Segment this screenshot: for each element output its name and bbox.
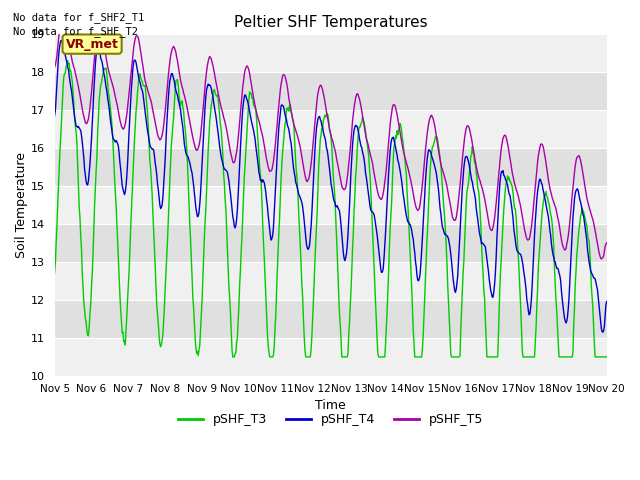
pSHF_T3	[603, 354, 611, 360]
pSHF_T4	[599, 329, 607, 335]
Line: pSHF_T5: pSHF_T5	[54, 15, 607, 259]
Title: Peltier SHF Temperatures: Peltier SHF Temperatures	[234, 15, 428, 30]
Text: VR_met: VR_met	[66, 37, 118, 50]
pSHF_T5	[399, 144, 406, 149]
X-axis label: Time: Time	[316, 399, 346, 412]
pSHF_T3	[64, 58, 72, 63]
Bar	[54, 72, 607, 110]
Bar	[54, 262, 607, 300]
Bar	[54, 186, 607, 224]
pSHF_T4	[175, 96, 182, 102]
Text: No data for f_SHF2_T1: No data for f_SHF2_T1	[13, 12, 144, 23]
pSHF_T4	[204, 84, 211, 89]
pSHF_T3	[51, 270, 58, 276]
pSHF_T4	[58, 38, 65, 44]
pSHF_T3	[229, 354, 237, 360]
Line: pSHF_T4: pSHF_T4	[54, 41, 607, 332]
Bar	[54, 34, 607, 72]
pSHF_T4	[603, 299, 611, 304]
Line: pSHF_T3: pSHF_T3	[54, 60, 607, 357]
pSHF_T5	[204, 62, 211, 68]
pSHF_T5	[175, 63, 182, 69]
pSHF_T5	[60, 12, 67, 18]
Bar	[54, 338, 607, 376]
pSHF_T3	[175, 82, 182, 88]
pSHF_T3	[61, 71, 68, 76]
pSHF_T5	[598, 256, 605, 262]
Legend: pSHF_T3, pSHF_T4, pSHF_T5: pSHF_T3, pSHF_T4, pSHF_T5	[173, 408, 488, 431]
pSHF_T4	[118, 182, 126, 188]
pSHF_T3	[399, 141, 407, 146]
Y-axis label: Soil Temperature: Soil Temperature	[15, 152, 28, 258]
Bar	[54, 110, 607, 148]
pSHF_T3	[415, 354, 423, 360]
Text: No data for f_SHF_T2: No data for f_SHF_T2	[13, 26, 138, 37]
pSHF_T5	[61, 19, 69, 25]
pSHF_T4	[399, 185, 406, 191]
pSHF_T3	[204, 167, 211, 172]
pSHF_T4	[61, 53, 69, 59]
Bar	[54, 148, 607, 186]
pSHF_T4	[415, 278, 422, 284]
pSHF_T5	[415, 207, 422, 213]
pSHF_T5	[51, 64, 58, 70]
Bar	[54, 224, 607, 262]
pSHF_T3	[118, 330, 126, 336]
pSHF_T5	[603, 240, 611, 246]
pSHF_T4	[51, 112, 58, 118]
pSHF_T5	[118, 125, 126, 131]
Bar	[54, 300, 607, 338]
